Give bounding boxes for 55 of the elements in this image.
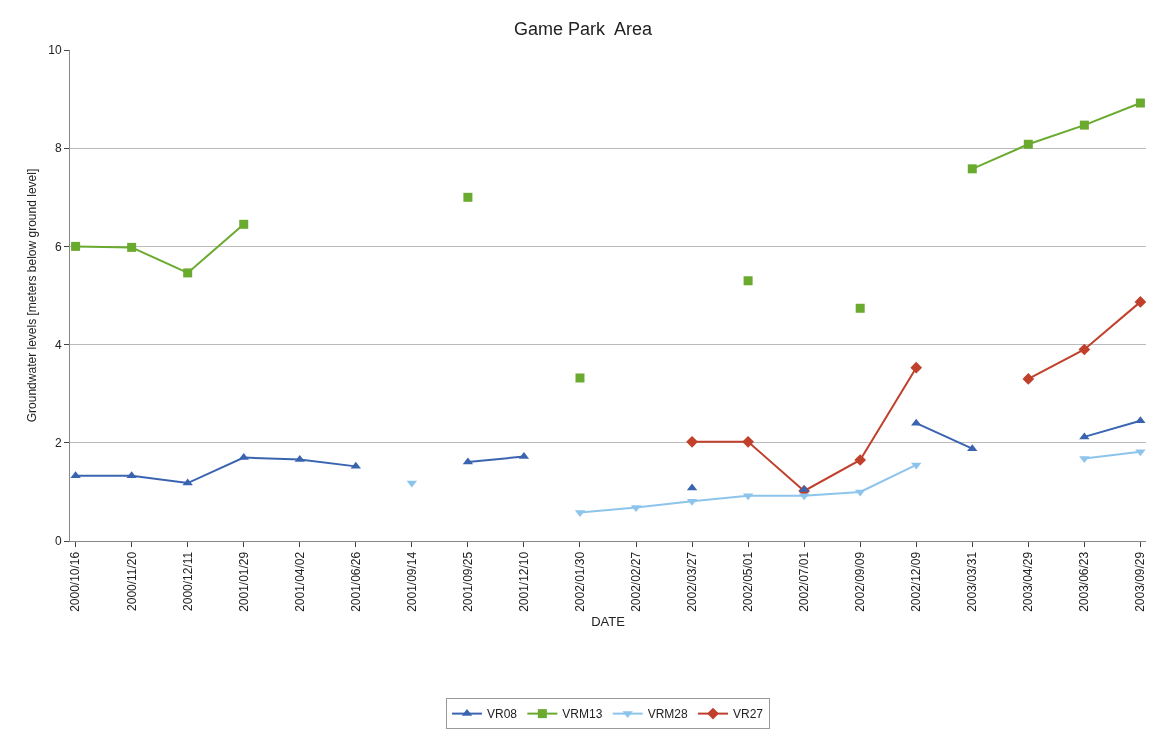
point [1079, 120, 1089, 130]
point [742, 435, 754, 448]
x-tick-label: 2001/04/02 [292, 551, 307, 612]
point [1079, 456, 1090, 464]
y-tick-label: 2 [54, 436, 62, 450]
legend-label: VRM13 [562, 707, 603, 722]
point [463, 192, 473, 202]
point [686, 435, 698, 448]
point [854, 454, 867, 466]
y-tick-label: 6 [54, 239, 62, 254]
x-tick-label: 2000/12/11 [180, 551, 195, 611]
chart-title: Game Park Area [513, 18, 654, 39]
point [1022, 373, 1035, 385]
point [183, 268, 193, 278]
x-tick-label: 2002/02/27 [628, 551, 643, 612]
legend-label: VR08 [487, 707, 518, 722]
x-tick-label: 2001/09/14 [404, 551, 419, 612]
x-tick-label: 2002/07/01 [797, 551, 812, 612]
point [71, 241, 81, 251]
x-axis-title: DATE [591, 614, 626, 630]
x-tick-label: 2001/06/26 [348, 551, 363, 612]
y-tick-label: 4 [54, 337, 62, 352]
point [575, 373, 585, 383]
x-tick-label: 2003/04/29 [1021, 551, 1036, 612]
point [239, 219, 249, 229]
x-tick-label: 2002/03/27 [684, 551, 699, 612]
point [1135, 98, 1145, 108]
y-axis-title: Groundwater levels [meters below ground level] [25, 168, 39, 423]
x-tick-label: 2000/10/16 [68, 551, 83, 612]
legend-label: VR27 [733, 707, 764, 722]
point [127, 242, 137, 252]
point [1134, 296, 1146, 308]
y-tick-label: 8 [54, 141, 62, 156]
x-tick-label: 2002/09/09 [853, 551, 868, 612]
x-tick-label: 2003/03/31 [965, 551, 980, 612]
point [1135, 449, 1146, 457]
x-tick-label: 2002/05/01 [741, 551, 755, 612]
point [967, 164, 977, 174]
point [1079, 432, 1090, 440]
x-tick-label: 2003/06/23 [1077, 551, 1092, 612]
point [1023, 139, 1033, 149]
point [1078, 343, 1091, 356]
x-tick-label: 2000/11/20 [124, 551, 139, 611]
x-tick-label: 2003/09/29 [1133, 551, 1148, 612]
x-tick-label: 2001/01/29 [236, 551, 251, 612]
point [743, 276, 753, 286]
x-tick-label: 2002/01/30 [572, 551, 587, 612]
point [855, 303, 865, 313]
legend-label: VRM28 [647, 707, 689, 722]
x-tick-label: 2001/09/25 [460, 551, 475, 612]
x-tick-label: 2001/12/10 [516, 551, 531, 612]
x-tick-label: 2002/12/09 [909, 551, 924, 612]
y-tick-label: 0 [54, 534, 62, 549]
y-tick-label: 10 [48, 43, 62, 58]
point [910, 361, 923, 374]
